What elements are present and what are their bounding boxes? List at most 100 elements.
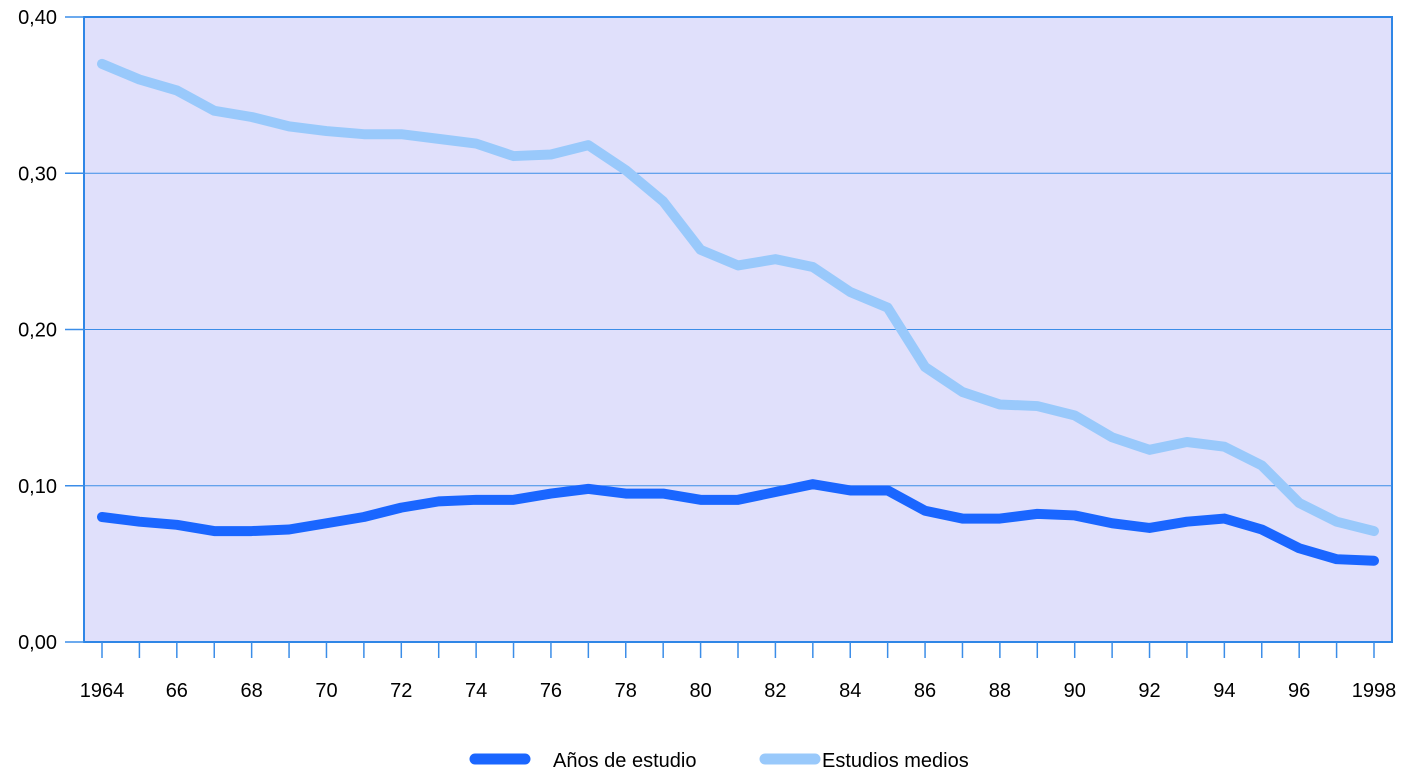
x-tick-label: 68 [241,680,263,702]
data-point [812,483,814,485]
data-point [138,521,140,523]
data-point [662,493,664,495]
data-point [1373,530,1375,532]
data-point [625,169,627,171]
data-point [176,524,178,526]
data-point [513,499,515,501]
x-tick-label: 78 [615,680,637,702]
data-point [251,116,253,118]
data-point [662,200,664,202]
x-tick-label: 70 [315,680,337,702]
data-point [1036,513,1038,515]
legend-label: Años de estudio [553,750,696,772]
data-point [924,510,926,512]
data-point [400,507,402,509]
x-axis: 1964 66 68 70 72 74 76 78 80 82 84 86 88 90 92 94 96 1998 [80,642,1397,702]
y-tick-label: 0,00 [18,632,57,654]
data-point [1074,414,1076,416]
data-point [438,138,440,140]
x-tick-label: 72 [390,680,412,702]
data-point [1149,449,1151,451]
data-point [849,291,851,293]
x-tick-label: 96 [1288,680,1310,702]
data-point [849,489,851,491]
data-point [1111,522,1113,524]
legend-label: Estudios medios [822,750,969,772]
data-point [1336,521,1338,523]
data-point [176,89,178,91]
data-point [1223,446,1225,448]
y-tick-label: 0,40 [18,7,57,29]
data-point [550,493,552,495]
y-tick-label: 0,30 [18,163,57,185]
data-point [325,522,327,524]
data-point [475,499,477,501]
x-tick-label: 1964 [80,680,125,702]
data-point [213,110,215,112]
data-point [101,63,103,65]
data-point [887,307,889,309]
data-point [550,154,552,155]
data-point [1036,405,1038,407]
data-point [999,518,1001,520]
data-point [138,79,140,80]
data-point [288,529,290,530]
data-point [288,125,290,127]
data-point [961,518,963,520]
data-point [1149,527,1151,529]
data-point [101,516,103,518]
data-point [363,516,365,518]
data-point [812,266,814,268]
x-tick-label: 88 [989,680,1011,702]
x-tick-label: 90 [1064,680,1086,702]
y-tick-label: 0,20 [18,320,57,342]
y-tick-label: 0,10 [18,476,57,498]
data-point [1186,521,1188,523]
data-point [1261,529,1263,530]
data-point [438,500,440,502]
x-tick-label: 86 [914,680,936,702]
data-point [737,499,739,501]
data-point [924,366,926,368]
data-point [1223,518,1225,520]
data-point [475,143,477,145]
data-point [363,133,365,135]
data-point [1298,547,1300,549]
data-point [1186,441,1188,443]
data-point [1111,436,1113,438]
data-point [961,391,963,393]
data-point [400,133,402,135]
x-tick-label: 66 [166,680,188,702]
x-tick-label: 74 [465,680,487,702]
data-point [1336,558,1338,560]
data-point [1074,514,1076,516]
data-point [700,249,702,251]
data-point [251,530,253,532]
data-point [887,489,889,491]
data-point [325,130,327,132]
data-point [587,144,589,146]
x-tick-label: 92 [1138,680,1160,702]
x-tick-label: 94 [1213,680,1235,702]
series-group [97,58,1379,566]
data-point [774,491,776,493]
x-tick-label: 76 [540,680,562,702]
data-point [774,258,776,260]
data-point [1298,502,1300,504]
data-point [999,404,1001,405]
data-point [513,155,515,157]
data-point [700,499,702,501]
data-point [1373,560,1375,562]
x-tick-label: 84 [839,680,861,702]
data-point [1261,464,1263,466]
gridlines [84,172,1392,487]
data-point [625,493,627,495]
x-tick-label: 80 [689,680,711,702]
data-point [737,264,739,266]
y-axis: 0,00 0,10 0,20 0,30 0,40 [18,7,84,654]
x-tick-label: 82 [764,680,786,702]
data-point [587,488,589,490]
x-tick-label: 1998 [1352,680,1397,702]
data-point [213,530,215,532]
